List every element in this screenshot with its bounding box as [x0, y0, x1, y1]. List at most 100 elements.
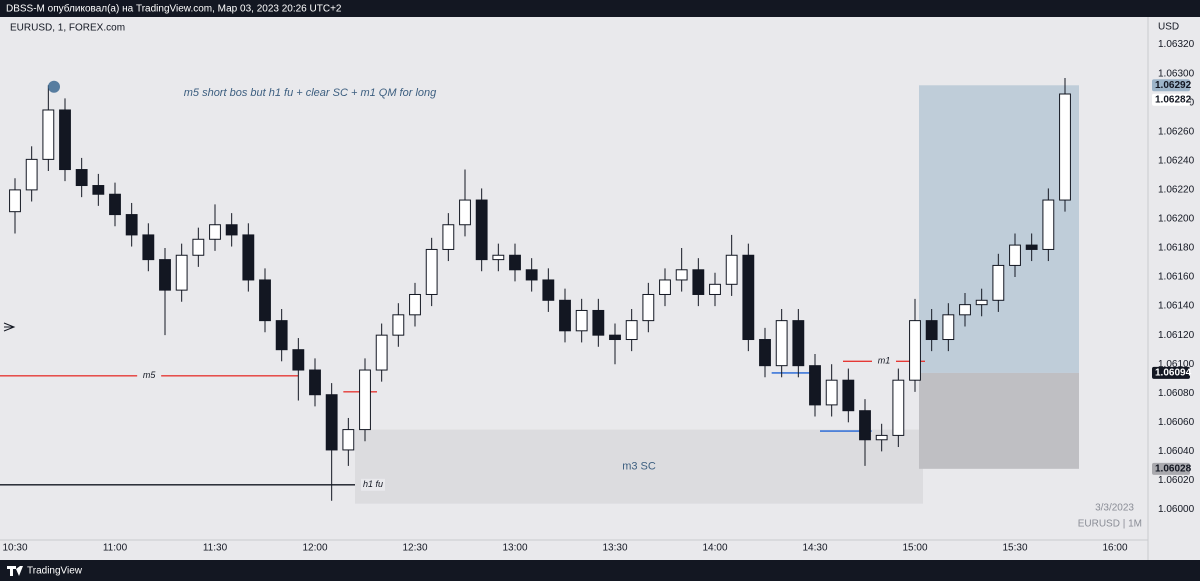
candle-body	[1042, 199, 1055, 250]
candle-body	[659, 279, 671, 295]
candle-body	[292, 349, 305, 371]
currency: USD	[1158, 22, 1179, 33]
candle-body	[409, 293, 421, 316]
price-tag-label: 1.06292	[1155, 80, 1192, 91]
candle-body	[759, 339, 771, 367]
x-tick-label: 12:30	[402, 543, 427, 554]
candle-body	[892, 379, 905, 436]
position-loss	[919, 372, 1079, 469]
header-title: DBSS-M опубликовал(а) на TradingView.com…	[6, 3, 342, 15]
level-label-bg	[361, 478, 385, 491]
x-tick-label: 15:00	[902, 543, 927, 554]
zone-label: m3 SC	[622, 461, 656, 473]
candle-body	[375, 334, 388, 371]
brand-logo	[7, 566, 23, 576]
candle-body	[142, 234, 155, 261]
arrow-icon	[3, 322, 16, 332]
price-tag-label: 1.06028	[1155, 463, 1192, 474]
candle-body	[825, 379, 838, 406]
candle-body	[525, 269, 538, 281]
candle-body	[59, 109, 71, 171]
candle-body	[642, 293, 655, 322]
candle-body	[909, 320, 921, 381]
candle-body	[325, 394, 338, 451]
candle-body	[192, 238, 205, 256]
x-tick-label: 15:30	[1002, 543, 1027, 554]
zone	[355, 429, 923, 504]
y-tick-label: 1.06080	[1158, 388, 1195, 399]
candle-body	[509, 254, 521, 271]
y-tick-label: 1.06000	[1158, 504, 1195, 515]
candle-body	[709, 283, 721, 295]
candle-body	[775, 320, 788, 367]
x-tick-label: 14:30	[802, 543, 827, 554]
footer-bar	[0, 560, 1200, 581]
candle-body	[975, 299, 988, 306]
candle-body	[275, 320, 288, 351]
level-label-bg	[137, 369, 162, 382]
candle-body	[125, 214, 138, 236]
y-tick-label: 1.06260	[1158, 126, 1195, 137]
candle-body	[75, 169, 88, 187]
candle-body	[859, 410, 871, 441]
candle-body	[442, 224, 455, 250]
candle-body	[875, 434, 888, 441]
y-tick-label: 1.06040	[1158, 446, 1195, 457]
candle-body	[792, 320, 805, 367]
x-tick-label: 13:30	[602, 543, 627, 554]
candle-body	[109, 193, 121, 216]
candle-body	[25, 158, 38, 191]
title-bar	[0, 0, 1200, 17]
price-tag	[1152, 366, 1190, 379]
footer-symbol: EURUSD | 1M	[1078, 519, 1142, 530]
candle-body	[425, 248, 438, 295]
x-tick-label: 11:30	[203, 543, 228, 554]
price-tag	[1152, 93, 1190, 106]
candle-body	[725, 254, 738, 285]
x-tick-label: 11:00	[103, 543, 128, 554]
x-tick-label: 13:00	[502, 543, 527, 554]
candle-body	[309, 369, 321, 396]
y-tick-label: 1.06120	[1158, 330, 1195, 341]
candle-body	[209, 224, 221, 240]
level-label: h1 fu	[363, 479, 383, 489]
candle-body	[225, 224, 238, 236]
candle-body	[925, 320, 938, 341]
y-tick-label: 1.06160	[1158, 272, 1195, 283]
candle-body	[942, 314, 955, 341]
candle-body	[559, 299, 571, 332]
candle-body	[992, 264, 1005, 301]
candle-body	[42, 109, 55, 160]
candle-body	[242, 234, 255, 281]
level-label-bg	[872, 355, 896, 368]
candle-body	[575, 309, 588, 332]
price-tag-label: 1.06094	[1155, 368, 1192, 379]
x-tick-label: 12:00	[302, 543, 327, 554]
marker	[48, 80, 60, 93]
candle-body	[475, 199, 488, 261]
y-tick-label: 1.06240	[1158, 155, 1195, 166]
candle-body	[842, 379, 855, 412]
x-tick-label: 16:00	[1102, 543, 1127, 554]
candle-body	[492, 254, 505, 261]
candle-body	[675, 269, 688, 281]
brand: TradingView	[27, 566, 83, 577]
candle-body	[92, 185, 105, 195]
candle-body	[625, 320, 638, 341]
candle-body	[809, 365, 821, 406]
candle-body	[459, 199, 471, 226]
candle-body	[175, 254, 188, 291]
candle-body	[159, 259, 171, 291]
plot: m3 SC m5 h1 fu m1 m5 short bos but h1 fu + c…	[0, 78, 1079, 504]
annotation: m5 short bos but h1 fu + clear SC + m1 Q…	[184, 87, 437, 99]
y-tick-label: 1.06060	[1158, 417, 1195, 428]
level-label: m5	[143, 370, 156, 380]
level-label: m1	[878, 356, 891, 366]
y-tick-label: 1.06180	[1158, 243, 1195, 254]
candle-body	[542, 279, 555, 301]
candle-body	[742, 254, 755, 341]
price-tag	[1152, 79, 1190, 92]
x-tick-label: 10:30	[2, 543, 27, 554]
